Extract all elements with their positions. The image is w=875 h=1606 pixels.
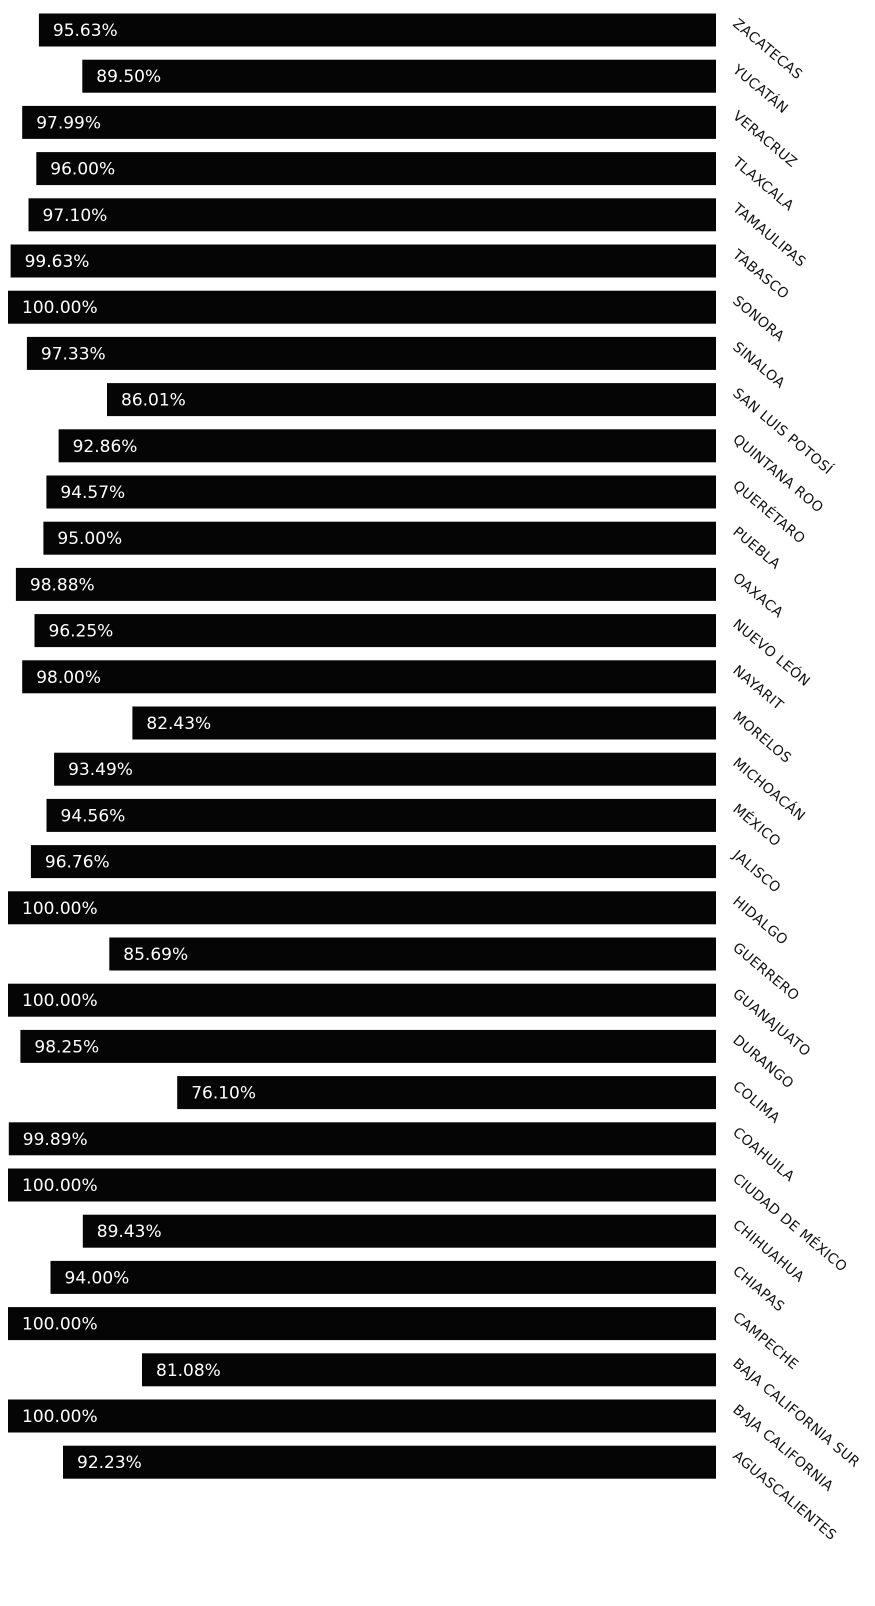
bar: [36, 152, 717, 186]
category-label: BAJA CALIFORNIA: [729, 1402, 836, 1495]
bar: [46, 798, 716, 832]
category-label: JALISCO: [729, 847, 784, 897]
category-label: SAN LUIS POTOSÍ: [729, 385, 836, 478]
bar-value-label: 89.50%: [96, 67, 161, 87]
bar: [109, 937, 717, 971]
category-labels-group: ZACATECASYUCATÁNVERACRUZTLAXCALATAMAULIP…: [729, 16, 863, 1544]
bar-value-label: 76.10%: [191, 1084, 256, 1104]
category-label: MÉXICO: [729, 800, 784, 850]
bar-value-label: 97.99%: [36, 113, 101, 133]
bar-value-label: 85.69%: [123, 945, 188, 965]
bar: [34, 614, 716, 648]
category-label: SONORA: [729, 293, 787, 345]
bar-value-label: 98.25%: [34, 1037, 99, 1057]
bar: [26, 336, 716, 370]
category-label: AGUASCALIENTES: [729, 1448, 839, 1544]
category-label: OAXACA: [729, 570, 786, 621]
category-label: CHIAPAS: [729, 1263, 787, 1315]
bar-value-label: 94.00%: [65, 1268, 130, 1288]
bar: [28, 198, 716, 232]
bar-value-label: 95.00%: [57, 529, 122, 549]
bar: [8, 1399, 716, 1433]
bar-value-label: 100.00%: [22, 991, 98, 1011]
bar: [8, 983, 716, 1017]
bar-value-label: 96.00%: [50, 160, 115, 180]
category-label: NAYARIT: [729, 663, 786, 714]
value-labels-group: 95.63% 89.50% 97.99% 96.00% 97.10% 99.63% 100.…: [22, 21, 256, 1473]
bar: [177, 1076, 716, 1110]
bar-value-label: 96.25%: [49, 622, 114, 642]
bar-value-label: 98.00%: [36, 668, 101, 688]
bar-value-label: 92.86%: [73, 437, 138, 457]
bar: [15, 567, 716, 601]
bar: [82, 59, 717, 93]
bar: [8, 1122, 717, 1156]
bar: [20, 1029, 716, 1063]
bar: [8, 290, 716, 324]
bar-value-label: 94.56%: [61, 806, 126, 826]
bar: [107, 383, 716, 417]
bar: [8, 1307, 716, 1341]
bar: [22, 660, 716, 694]
category-label: PUEBLA: [729, 524, 783, 573]
bar: [30, 845, 716, 879]
bar-value-label: 100.00%: [22, 899, 98, 919]
bar: [63, 1445, 716, 1479]
category-label: SINALOA: [729, 339, 787, 392]
bar-value-label: 99.63%: [25, 252, 90, 272]
bar-value-label: 97.10%: [43, 206, 108, 226]
category-label: COLIMA: [729, 1078, 782, 1126]
bar: [43, 521, 716, 555]
bar-value-label: 100.00%: [22, 1176, 98, 1196]
bar-value-label: 86.01%: [121, 391, 186, 411]
category-label: QUINTANA ROO: [729, 432, 826, 517]
bar: [10, 244, 717, 278]
bar-value-label: 94.57%: [60, 483, 125, 503]
bar-value-label: 96.76%: [45, 853, 110, 873]
bar: [38, 13, 716, 47]
bar-value-label: 89.43%: [97, 1222, 162, 1242]
bar-value-label: 93.49%: [68, 760, 133, 780]
bar: [132, 706, 716, 740]
bar-value-label: 92.23%: [77, 1453, 142, 1473]
bar: [50, 1260, 716, 1294]
bar-value-label: 100.00%: [22, 298, 98, 318]
bar-value-label: 99.89%: [23, 1130, 88, 1150]
bar: [8, 891, 716, 925]
bar-value-label: 97.33%: [41, 344, 106, 364]
bars-group: [8, 13, 717, 1479]
bar: [54, 752, 717, 786]
bar-value-label: 95.63%: [53, 21, 118, 41]
bar: [8, 1168, 716, 1202]
bar-value-label: 100.00%: [22, 1315, 98, 1335]
bar: [82, 1214, 717, 1248]
bar-value-label: 81.08%: [156, 1361, 221, 1381]
bar: [22, 105, 716, 139]
bar: [58, 429, 717, 463]
bar-value-label: 98.88%: [30, 575, 95, 595]
bar: [142, 1353, 716, 1387]
bar: [46, 475, 716, 509]
bar-value-label: 100.00%: [22, 1407, 98, 1427]
bar-value-label: 82.43%: [146, 714, 211, 734]
